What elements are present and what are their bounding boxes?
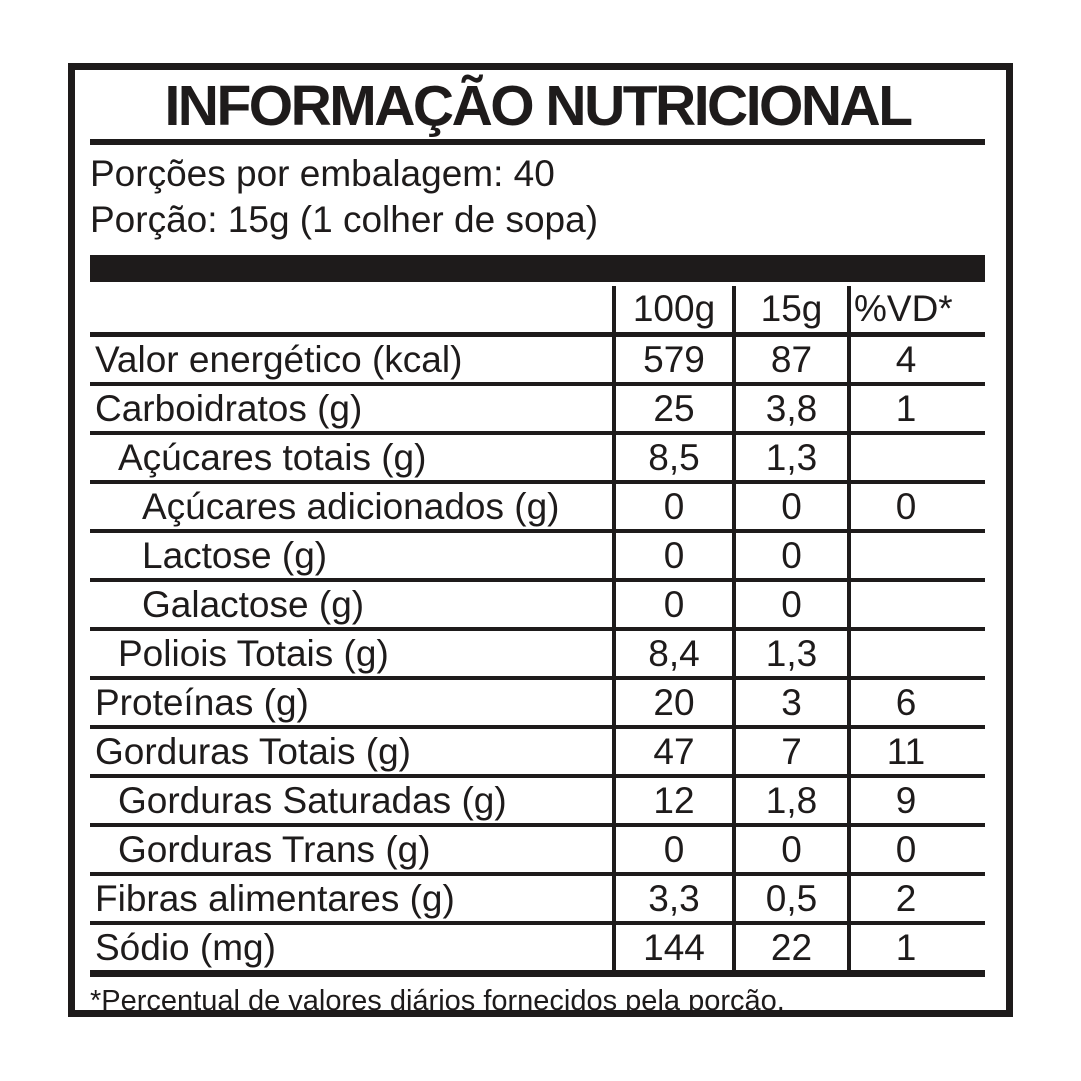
value-percent-dv — [847, 631, 985, 676]
value-15g: 0,5 — [732, 876, 847, 921]
value-percent-dv: 2 — [847, 876, 985, 921]
table-row: Gorduras Trans (g) 0 0 0 — [90, 823, 985, 872]
value-100g: 0 — [612, 484, 732, 529]
table-body: Valor energético (kcal) 579 87 4 Carboid… — [90, 332, 985, 977]
table-row: Galactose (g) 0 0 — [90, 578, 985, 627]
value-percent-dv: 4 — [847, 337, 985, 382]
row-label: Gorduras Trans (g) — [118, 828, 431, 870]
row-label: Lactose (g) — [142, 534, 328, 576]
value-100g: 579 — [612, 337, 732, 382]
value-15g: 0 — [732, 582, 847, 627]
daily-value-footnote: *Percentual de valores diários fornecido… — [90, 985, 785, 1017]
row-label: Proteínas (g) — [95, 681, 309, 723]
table-row: Açúcares totais (g) 8,5 1,3 — [90, 431, 985, 480]
row-label: Poliois Totais (g) — [118, 632, 389, 674]
value-percent-dv — [847, 533, 985, 578]
value-percent-dv: 0 — [847, 484, 985, 529]
value-100g: 0 — [612, 582, 732, 627]
row-label: Fibras alimentares (g) — [95, 877, 455, 919]
label-content: INFORMAÇÃO NUTRICIONAL Porções por embal… — [75, 74, 1006, 1017]
value-100g: 20 — [612, 680, 732, 725]
table-row: Poliois Totais (g) 8,4 1,3 — [90, 627, 985, 676]
table-row: Gorduras Totais (g) 47 7 11 — [90, 725, 985, 774]
table-row: Carboidratos (g) 25 3,8 1 — [90, 382, 985, 431]
value-15g: 87 — [732, 337, 847, 382]
value-100g: 0 — [612, 533, 732, 578]
serving-size: Porção: 15g (1 colher de sopa) — [90, 199, 599, 240]
table-row: Valor energético (kcal) 579 87 4 — [90, 332, 985, 382]
table-row: Lactose (g) 0 0 — [90, 529, 985, 578]
value-percent-dv — [847, 582, 985, 627]
value-100g: 25 — [612, 386, 732, 431]
header-nutrient — [90, 286, 612, 332]
row-label: Açúcares totais (g) — [118, 436, 427, 478]
value-100g: 3,3 — [612, 876, 732, 921]
value-100g: 144 — [612, 925, 732, 970]
value-percent-dv: 9 — [847, 778, 985, 823]
value-100g: 12 — [612, 778, 732, 823]
row-label: Gorduras Saturadas (g) — [118, 779, 507, 821]
table-row: Açúcares adicionados (g) 0 0 0 — [90, 480, 985, 529]
label-title: INFORMAÇÃO NUTRICIONAL — [164, 74, 913, 138]
table-row: Sódio (mg) 144 22 1 — [90, 921, 985, 977]
header-100g: 100g — [612, 286, 732, 332]
value-15g: 3,8 — [732, 386, 847, 431]
value-percent-dv: 11 — [847, 729, 985, 774]
table-row: Proteínas (g) 20 3 6 — [90, 676, 985, 725]
servings-per-package: Porções por embalagem: 40 — [90, 153, 555, 194]
section-divider-bar — [90, 255, 985, 282]
row-label: Carboidratos (g) — [95, 387, 363, 429]
value-15g: 0 — [732, 484, 847, 529]
value-percent-dv: 1 — [847, 925, 985, 970]
value-percent-dv: 1 — [847, 386, 985, 431]
table-row: Gorduras Saturadas (g) 12 1,8 9 — [90, 774, 985, 823]
value-100g: 8,5 — [612, 435, 732, 480]
value-15g: 0 — [732, 533, 847, 578]
value-15g: 22 — [732, 925, 847, 970]
nutrition-table: 100g 15g %VD* Valor energético (kcal) 57… — [90, 286, 985, 977]
value-percent-dv: 0 — [847, 827, 985, 872]
header-15g: 15g — [732, 286, 847, 332]
value-100g: 8,4 — [612, 631, 732, 676]
table-row: Fibras alimentares (g) 3,3 0,5 2 — [90, 872, 985, 921]
value-100g: 0 — [612, 827, 732, 872]
value-15g: 0 — [732, 827, 847, 872]
value-100g: 47 — [612, 729, 732, 774]
value-percent-dv: 6 — [847, 680, 985, 725]
serving-info: Porções por embalagem: 40 Porção: 15g (1… — [90, 151, 985, 243]
value-15g: 3 — [732, 680, 847, 725]
header-percent-dv: %VD* — [847, 286, 985, 332]
nutrition-label: INFORMAÇÃO NUTRICIONAL Porções por embal… — [68, 63, 1013, 1017]
row-label: Gorduras Totais (g) — [95, 730, 411, 772]
table-header-row: 100g 15g %VD* — [90, 286, 985, 332]
row-label: Sódio (mg) — [95, 926, 276, 968]
value-15g: 1,3 — [732, 631, 847, 676]
value-percent-dv — [847, 435, 985, 480]
row-label: Açúcares adicionados (g) — [142, 485, 560, 527]
value-15g: 1,8 — [732, 778, 847, 823]
value-15g: 7 — [732, 729, 847, 774]
row-label: Galactose (g) — [142, 583, 365, 625]
row-label: Valor energético (kcal) — [95, 338, 463, 380]
value-15g: 1,3 — [732, 435, 847, 480]
title-divider — [90, 139, 985, 145]
